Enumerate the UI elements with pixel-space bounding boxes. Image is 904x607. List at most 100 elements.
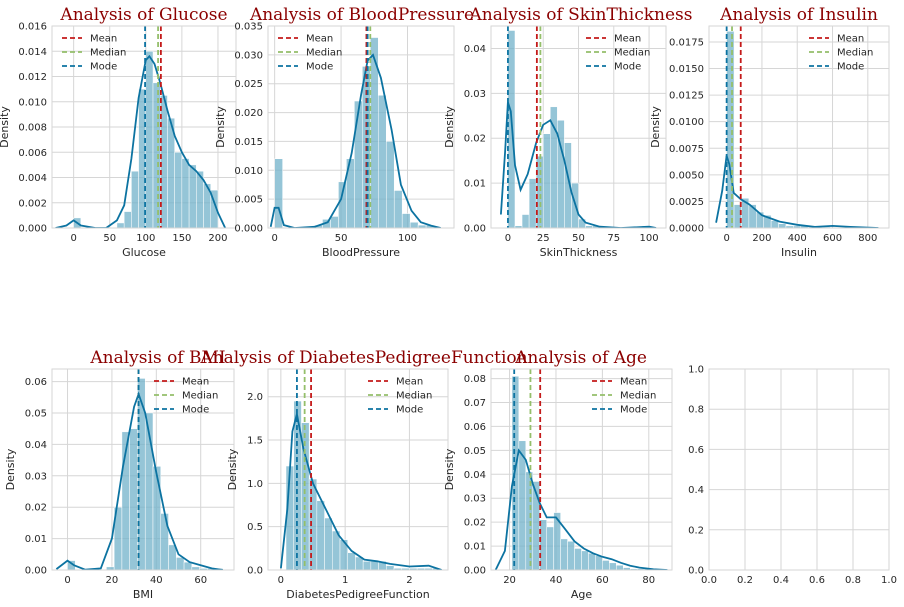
histogram-bar (129, 428, 138, 570)
kde-curve (494, 448, 668, 570)
chart-title: Analysis of BMI (89, 348, 225, 368)
legend-label: Mean (620, 377, 647, 388)
y-tick-label: 0.04 (464, 44, 486, 55)
y-axis-label: Density (0, 106, 11, 148)
legend-label: Mode (614, 62, 641, 73)
legend: Mean Median Mode (368, 377, 432, 416)
y-tick-label: 0.5 (247, 522, 263, 533)
axes-frame (490, 25, 667, 229)
y-tick-label: 0.07 (464, 398, 486, 409)
x-tick-label: 0 (278, 575, 284, 586)
histogram-bar (616, 564, 624, 570)
histogram-bar (378, 95, 387, 228)
histogram-bar (546, 526, 554, 570)
kde-curve (280, 413, 442, 570)
y-tick-label: 0.06 (464, 422, 486, 433)
histogram-bar (152, 82, 161, 228)
y-tick-label: 0.014 (18, 47, 47, 58)
y-tick-label: 0.010 (18, 97, 47, 108)
x-tick-label: 200 (208, 233, 227, 244)
axes-frame (708, 368, 890, 571)
y-axis-label: Density (443, 448, 456, 490)
legend-label: Mode (620, 405, 647, 416)
y-tick-label: 0.00 (464, 566, 486, 577)
histogram-bar (116, 222, 125, 228)
axes-frame (267, 368, 449, 571)
histogram-bar (518, 440, 527, 570)
y-tick-label: 0.0000 (669, 224, 704, 235)
x-tick-label: 600 (823, 233, 842, 244)
legend-label: Mode (837, 62, 864, 73)
y-tick-label: 0.035 (234, 22, 263, 33)
histogram-bar (354, 100, 363, 228)
x-tick-label: 80 (642, 575, 655, 586)
y-tick-label: 0.000 (18, 224, 47, 235)
y-tick-label: 0.0050 (669, 170, 704, 181)
y-tick-label: 0.4 (688, 485, 704, 496)
legend-label: Mode (306, 62, 333, 73)
y-tick-label: 0.000 (234, 224, 263, 235)
legend: Mean Median Mode (586, 34, 650, 73)
legend-label: Mode (396, 405, 423, 416)
y-axis-label: Density (443, 106, 456, 148)
y-axis-label: Density (226, 448, 239, 490)
x-tick-label: 25 (537, 233, 550, 244)
y-tick-label: 0.01 (464, 542, 486, 553)
legend-label: Mean (614, 34, 641, 45)
x-tick-label: 150 (172, 233, 191, 244)
x-tick-label: 100 (136, 233, 155, 244)
x-axis-label: Glucose (122, 246, 166, 259)
x-tick-label: 800 (858, 233, 877, 244)
x-tick-label: 20 (106, 575, 119, 586)
legend: Mean Median Mode (62, 34, 126, 73)
x-tick-label: 40 (550, 575, 563, 586)
y-tick-label: 0.6 (688, 445, 704, 456)
x-tick-label: 50 (572, 233, 585, 244)
legend: Mean Median Mode (809, 34, 873, 73)
y-tick-label: 0.0175 (669, 37, 704, 48)
legend: Mean Median Mode (154, 377, 218, 416)
y-tick-label: 1.5 (247, 436, 263, 447)
y-tick-label: 0.03 (25, 471, 47, 482)
histogram-bar (525, 471, 534, 570)
y-tick-label: 0.0100 (669, 117, 704, 128)
histogram-bar (595, 555, 603, 570)
histogram-bar (362, 561, 372, 570)
histogram-bar (131, 170, 139, 228)
histogram-bar (330, 216, 339, 228)
y-tick-label: 0.00 (25, 566, 47, 577)
x-tick-label: 0.0 (701, 575, 717, 586)
y-tick-label: 0.0125 (669, 91, 704, 102)
legend-label: Median (620, 391, 656, 402)
y-tick-label: 0.02 (464, 134, 486, 145)
x-tick-label: 400 (788, 233, 807, 244)
plot-area (709, 26, 889, 228)
legend-label: Median (182, 391, 218, 402)
chart-title: Analysis of BloodPressure (249, 5, 474, 25)
x-tick-label: 60 (194, 575, 207, 586)
histogram-bar (574, 548, 582, 570)
y-tick-label: 0.005 (234, 195, 263, 206)
legend-label: Mean (90, 34, 117, 45)
y-tick-label: 0.03 (464, 494, 486, 505)
y-tick-label: 0.002 (18, 198, 47, 209)
y-axis-label: Density (649, 106, 662, 148)
histogram-bar (176, 557, 185, 570)
subplot-5: 0 20 40 60 0.00 0.01 0.02 0.03 0.04 0.05 0.06 BMI De… (4, 348, 235, 601)
y-tick-label: 0.8 (688, 405, 704, 416)
x-axis-label: BloodPressure (322, 246, 400, 259)
histogram-bar (560, 538, 568, 570)
histogram-bar (188, 164, 197, 228)
marks (280, 369, 442, 570)
y-tick-label: 0.006 (18, 148, 47, 159)
x-tick-label: 0 (70, 233, 76, 244)
histogram-bar (274, 158, 283, 228)
histogram-bar (550, 106, 558, 228)
x-tick-label: 0.4 (773, 575, 789, 586)
axes-frame (490, 368, 673, 571)
y-tick-label: 0.04 (25, 440, 47, 451)
marks (269, 26, 441, 228)
chart-title: Analysis of Glucose (59, 5, 227, 25)
y-tick-label: 0.0 (247, 566, 263, 577)
